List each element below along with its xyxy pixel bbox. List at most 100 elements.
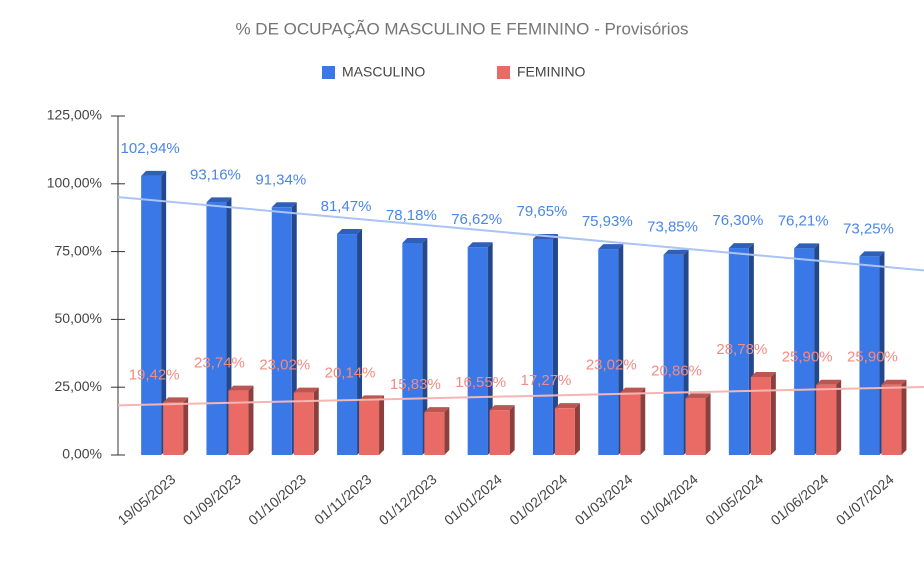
bar-side	[248, 385, 254, 455]
y-tick-label: 25,00%	[55, 378, 102, 394]
bar-top	[750, 371, 776, 377]
data-label: 23,02%	[586, 357, 637, 374]
x-tick-label: 01/03/2024	[572, 471, 636, 528]
bar-side	[640, 387, 646, 455]
bar-side	[574, 403, 580, 455]
bar-side	[444, 407, 450, 455]
trendline	[117, 385, 924, 407]
bar-top	[271, 202, 297, 208]
bar-side	[836, 379, 842, 455]
data-label: 25,90%	[847, 349, 898, 366]
bar	[228, 390, 249, 455]
bar-top	[794, 243, 820, 249]
bar-top	[141, 170, 167, 176]
y-tick-label: 100,00%	[47, 175, 102, 191]
x-tick-label: 01/01/2024	[441, 471, 505, 528]
data-label: 16,55%	[455, 374, 506, 391]
bar-side	[901, 379, 907, 455]
bar-side	[161, 170, 167, 455]
bar-top	[598, 244, 624, 250]
bar-top	[881, 379, 907, 385]
bar	[489, 410, 510, 455]
bar-top	[337, 229, 363, 235]
bar-top	[554, 403, 580, 409]
bar	[206, 202, 227, 455]
bar	[554, 408, 575, 455]
bar-side	[357, 229, 363, 455]
bar-top	[816, 379, 842, 385]
legend-label: MASCULINO	[342, 64, 425, 80]
bar	[620, 392, 641, 455]
y-tick-label: 50,00%	[55, 310, 102, 326]
data-label: 15,83%	[390, 376, 441, 393]
x-tick-label: 01/05/2024	[702, 471, 766, 528]
x-tick-label: 01/09/2023	[180, 471, 244, 528]
data-label: 19,42%	[129, 366, 180, 383]
bar	[532, 238, 553, 455]
data-label: 73,25%	[843, 220, 894, 237]
bar	[794, 248, 815, 455]
x-tick-label: 01/02/2024	[506, 471, 570, 528]
y-tick-label: 125,00%	[47, 107, 102, 123]
bar	[293, 392, 314, 455]
bar-side	[705, 393, 711, 455]
chart-title: % DE OCUPAÇÃO MASCULINO E FEMININO - Pro…	[235, 19, 688, 38]
bar-top	[402, 237, 428, 243]
bar	[141, 175, 162, 455]
bar-top	[228, 385, 254, 391]
data-label: 28,78%	[716, 341, 767, 358]
data-label: 93,16%	[190, 166, 241, 183]
bar-side	[422, 237, 428, 455]
data-label: 76,62%	[451, 211, 502, 228]
bar	[271, 207, 292, 455]
bar	[881, 384, 902, 455]
data-label: 79,65%	[517, 203, 568, 220]
data-label: 76,21%	[778, 212, 829, 229]
trendline	[117, 196, 924, 272]
bar	[359, 400, 380, 455]
y-tick-label: 0,00%	[62, 446, 102, 462]
legend-label: FEMININO	[517, 64, 586, 80]
y-tick-label: 75,00%	[55, 242, 102, 258]
data-label: 91,34%	[255, 171, 306, 188]
data-label: 73,85%	[647, 219, 698, 236]
legend-swatch	[497, 66, 510, 79]
data-label: 102,94%	[121, 140, 180, 157]
data-label: 75,93%	[582, 213, 633, 230]
bar-top	[685, 393, 711, 399]
bar-side	[552, 233, 558, 455]
bar-top	[163, 397, 189, 403]
bar-side	[313, 387, 319, 455]
x-tick-label: 01/12/2023	[376, 471, 440, 528]
bar-top	[424, 407, 450, 413]
bar	[816, 384, 837, 455]
bar	[728, 248, 749, 455]
x-tick-label: 01/04/2024	[637, 471, 701, 528]
bar-top	[467, 242, 493, 248]
x-tick-label: 01/11/2023	[311, 471, 374, 528]
bar-side	[183, 397, 189, 455]
bar	[424, 412, 445, 455]
bar-top	[620, 387, 646, 393]
bar	[163, 402, 184, 455]
data-label: 20,86%	[651, 362, 702, 379]
bar	[663, 254, 684, 455]
data-label: 25,90%	[782, 349, 833, 366]
data-label: 17,27%	[521, 372, 572, 389]
data-label: 81,47%	[321, 198, 372, 215]
bar	[402, 242, 423, 455]
bar	[859, 256, 880, 455]
legend-swatch	[322, 66, 335, 79]
bar-top	[293, 387, 319, 393]
bar-top	[663, 249, 689, 255]
bar	[337, 234, 358, 455]
x-tick-label: 01/06/2024	[767, 471, 831, 528]
x-tick-label: 01/07/2024	[833, 471, 897, 528]
bar-side	[770, 371, 776, 455]
data-label: 20,14%	[325, 364, 376, 381]
bar-side	[379, 395, 385, 455]
bar-top	[489, 405, 515, 411]
bar	[467, 247, 488, 455]
bar-top	[206, 197, 232, 203]
